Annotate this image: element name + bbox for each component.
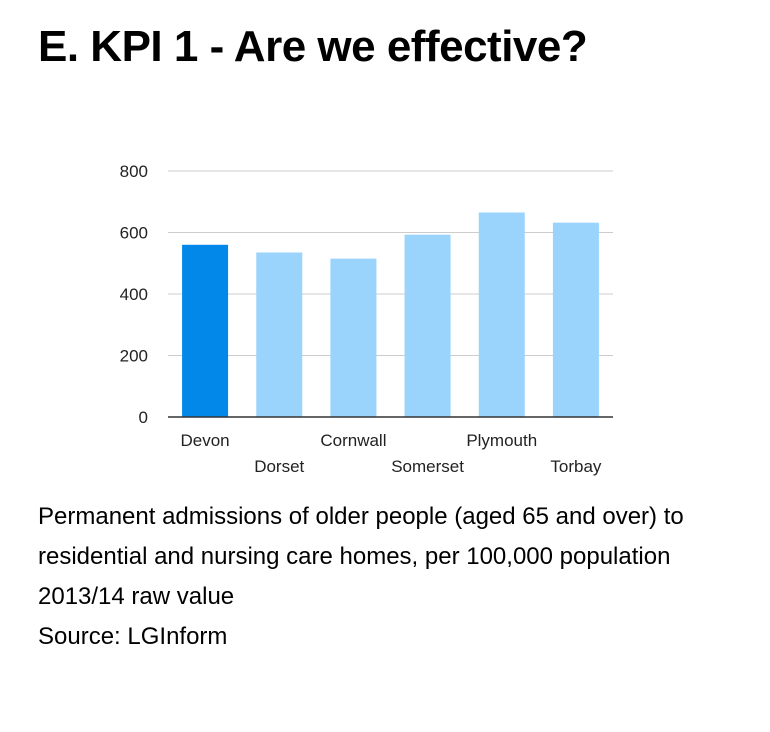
bar-chart: 0 200 400 600 800 Devon Dorset Cornwall Somerse…: [120, 162, 613, 476]
y-axis-ticks: 0 200 400 600 800: [120, 162, 148, 427]
y-tick-label: 0: [139, 408, 148, 427]
y-tick-label: 400: [120, 285, 148, 304]
y-tick-label: 800: [120, 162, 148, 181]
caption-description: Permanent admissions of older people (ag…: [38, 503, 684, 570]
caption-period: 2013/14 raw value: [38, 583, 235, 610]
y-tick-label: 600: [120, 224, 148, 243]
chart-bars: [182, 212, 599, 417]
bar-devon: [182, 244, 229, 417]
chart-caption: Permanent admissions of older people (ag…: [38, 497, 758, 657]
x-tick-label: Devon: [181, 431, 230, 450]
x-tick-label: Somerset: [391, 457, 464, 476]
chart-gridlines: [168, 170, 613, 356]
bar-plymouth: [478, 212, 525, 417]
bar-cornwall: [330, 258, 377, 417]
x-tick-label: Dorset: [254, 457, 304, 476]
bar-dorset: [256, 252, 303, 417]
x-tick-label: Cornwall: [320, 431, 386, 450]
x-tick-label: Plymouth: [466, 431, 537, 450]
page-title: E. KPI 1 - Are we effective?: [38, 22, 588, 71]
bar-torbay: [552, 222, 599, 417]
bar-somerset: [404, 234, 451, 417]
x-tick-label: Torbay: [550, 457, 602, 476]
caption-source: Source: LGInform: [38, 623, 228, 650]
y-tick-label: 200: [120, 347, 148, 366]
